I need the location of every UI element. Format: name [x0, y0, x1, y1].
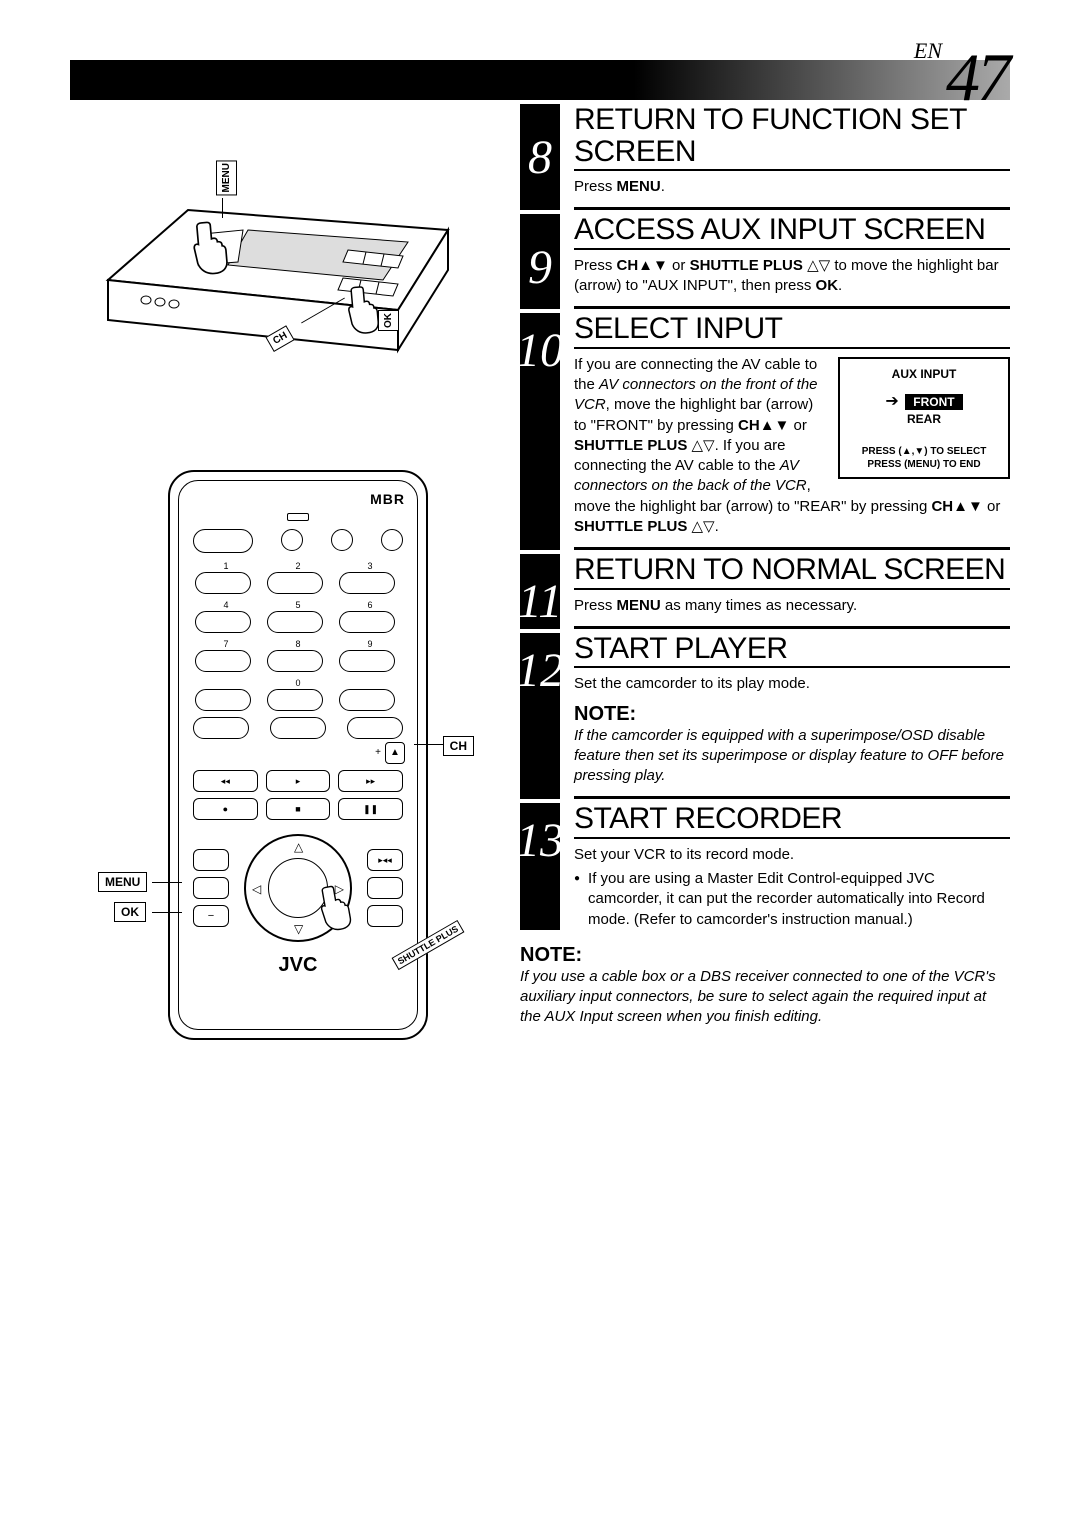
num-btn	[267, 689, 323, 711]
remote-btn	[193, 717, 249, 739]
final-note: NOTE: If you use a cable box or a DBS re…	[520, 944, 1010, 1028]
note-heading: NOTE:	[574, 703, 1010, 726]
note-body: If the camcorder is equipped with a supe…	[574, 726, 1010, 787]
vcr-label-ok: OK	[378, 310, 399, 331]
line	[152, 882, 182, 883]
rev-btn: ▸◂◂	[367, 849, 403, 871]
play-btn: ▸	[266, 770, 331, 792]
step-8: 8 RETURN TO FUNCTION SET SCREEN Press ME…	[520, 104, 1010, 210]
page-prefix: EN	[914, 38, 942, 63]
step-12: 12 START PLAYER Set the camcorder to its…	[520, 633, 1010, 800]
note-body: If you use a cable box or a DBS receiver…	[520, 967, 1010, 1028]
note-heading: NOTE:	[520, 944, 1010, 967]
num-btn	[195, 572, 251, 594]
ch-up-btn: ▲	[385, 742, 405, 764]
left-column: MENU CH OK MBR 1 2 3 4 5 6 7	[78, 140, 508, 1040]
step-title: SELECT INPUT	[574, 313, 1010, 349]
step-13: 13 START RECORDER Set your VCR to its re…	[520, 803, 1010, 930]
step-10: 10 SELECT INPUT AUX INPUT ➔ FRONT REAR P…	[520, 313, 1010, 550]
step-11: 11 RETURN TO NORMAL SCREEN Press MENU as…	[520, 554, 1010, 629]
aux-hint-1: PRESS (▲,▼) TO SELECT	[846, 445, 1002, 458]
minus-btn: −	[193, 905, 229, 927]
remote-brand-bottom: JVC	[191, 954, 405, 977]
hand-icon	[191, 219, 230, 278]
step-number: 10	[520, 313, 560, 550]
remote-transport: ◂◂ ▸ ▸▸ ● ■ ❚❚	[191, 770, 405, 820]
aux-title: AUX INPUT	[846, 367, 1002, 381]
step-number: 9	[520, 214, 560, 309]
step-9: 9 ACCESS AUX INPUT SCREEN Press CH▲▼ or …	[520, 214, 1010, 309]
remote-btn	[347, 717, 403, 739]
pause-btn: ❚❚	[338, 798, 403, 820]
num-btn	[339, 689, 395, 711]
stop-btn: ■	[266, 798, 331, 820]
aux-option-rear: REAR	[846, 411, 1002, 427]
remote-illustration: MBR 1 2 3 4 5 6 7 8 9 0	[168, 470, 428, 1040]
menu-btn-remote	[193, 849, 229, 871]
header-gradient-bar	[70, 60, 1010, 100]
remote-btn	[270, 717, 326, 739]
remote-brand-top: MBR	[191, 491, 405, 507]
step-number: 13	[520, 803, 560, 930]
step-title: ACCESS AUX INPUT SCREEN	[574, 214, 1010, 250]
num-btn	[339, 650, 395, 672]
rew-btn: ◂◂	[193, 770, 258, 792]
right-column: 8 RETURN TO FUNCTION SET SCREEN Press ME…	[520, 104, 1010, 1028]
step-body: Set the camcorder to its play mode.	[574, 674, 1010, 694]
callout-menu: MENU	[98, 872, 147, 892]
step-title: RETURN TO NORMAL SCREEN	[574, 554, 1010, 590]
remote-btn	[331, 529, 353, 551]
step-body: Press MENU as many times as necessary.	[574, 596, 1010, 616]
hand-icon	[346, 284, 381, 337]
rec-btn: ●	[193, 798, 258, 820]
callout-ch: CH	[443, 736, 474, 756]
num-btn	[195, 611, 251, 633]
step-title: START PLAYER	[574, 633, 1010, 669]
ff-btn: ▸▸	[338, 770, 403, 792]
step-number: 12	[520, 633, 560, 800]
step-number: 8	[520, 104, 560, 210]
aux-input-box: AUX INPUT ➔ FRONT REAR PRESS (▲,▼) TO SE…	[838, 357, 1010, 479]
num-btn	[267, 650, 323, 672]
step-body: Set your VCR to its record mode.	[574, 845, 1010, 865]
num-btn	[339, 611, 395, 633]
remote-btn	[193, 529, 253, 553]
step-body: Press CH▲▼ or SHUTTLE PLUS △▽ to move th…	[574, 256, 1010, 297]
num-btn	[267, 611, 323, 633]
step-bullet: If you are using a Master Edit Control-e…	[574, 869, 1010, 930]
vcr-illustration: MENU CH OK	[98, 150, 458, 380]
ok-btn-remote	[193, 877, 229, 899]
callout-ok: OK	[114, 902, 146, 922]
num-btn	[339, 572, 395, 594]
step-title: RETURN TO FUNCTION SET SCREEN	[574, 104, 1010, 171]
step-number: 11	[520, 554, 560, 629]
side-btn	[367, 905, 403, 927]
aux-hint-2: PRESS (MENU) TO END	[846, 458, 1002, 471]
num-btn	[267, 572, 323, 594]
remote-numpad: 1 2 3 4 5 6 7 8 9 0	[191, 561, 405, 711]
shuttle-area: − △ ▽ ◁ ▷ ▸◂◂	[191, 834, 405, 942]
num-btn	[195, 650, 251, 672]
aux-option-front: FRONT	[905, 394, 962, 410]
remote-btn	[281, 529, 303, 551]
line	[152, 912, 182, 913]
line	[414, 744, 444, 745]
remote-btn	[381, 529, 403, 551]
side-btn	[367, 877, 403, 899]
vcr-label-menu: MENU	[216, 160, 237, 195]
remote-led	[287, 513, 309, 521]
line	[222, 198, 223, 218]
num-btn	[195, 689, 251, 711]
step-title: START RECORDER	[574, 803, 1010, 839]
step-body: Press MENU.	[574, 177, 1010, 197]
